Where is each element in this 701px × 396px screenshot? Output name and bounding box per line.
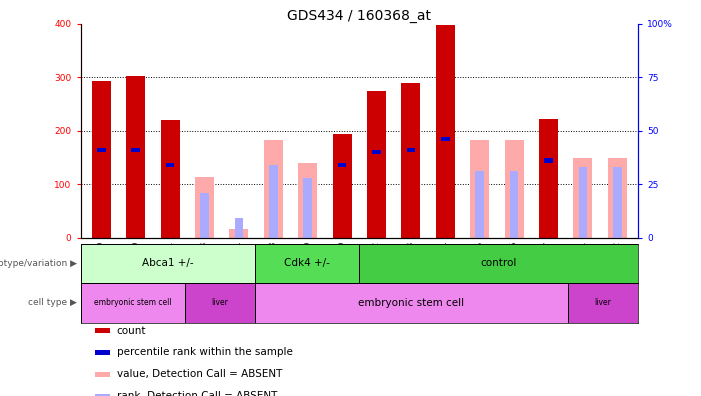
Bar [185,283,254,323]
Bar [264,140,283,238]
Bar [332,134,351,238]
Bar [304,178,312,238]
Text: value, Detection Call = ABSENT: value, Detection Call = ABSENT [116,369,282,379]
Bar [372,150,381,154]
Title: GDS434 / 160368_at: GDS434 / 160368_at [287,9,431,23]
Bar [92,82,111,238]
Bar [298,163,317,238]
Bar [510,171,518,238]
Text: Cdk4 +/-: Cdk4 +/- [284,258,330,268]
Bar [613,167,622,238]
Text: percentile rank within the sample: percentile rank within the sample [116,347,292,358]
Bar [97,148,106,152]
Bar [235,218,243,238]
Bar [539,119,558,238]
Bar [254,283,569,323]
Bar [505,140,524,238]
Bar [161,120,179,238]
Bar [81,244,254,283]
Bar [407,148,415,152]
Bar [573,158,592,238]
Bar [195,177,214,238]
Bar [470,140,489,238]
Text: liver: liver [594,299,611,307]
Bar [131,148,140,152]
Bar [229,228,248,238]
Bar [359,244,638,283]
Bar [126,76,145,238]
Text: genotype/variation ▶: genotype/variation ▶ [0,259,77,268]
Bar [269,165,278,238]
Bar [367,91,386,238]
Bar [338,163,346,167]
Bar [608,158,627,238]
Bar [165,163,175,167]
Text: liver: liver [212,299,229,307]
Bar [441,137,449,141]
Bar [81,283,185,323]
Bar [544,158,553,163]
Text: cell type ▶: cell type ▶ [28,299,77,307]
Bar [436,25,455,238]
Bar [200,193,209,238]
Bar [475,171,484,238]
Text: count: count [116,326,146,336]
Text: embryonic stem cell: embryonic stem cell [94,299,172,307]
Text: rank, Detection Call = ABSENT: rank, Detection Call = ABSENT [116,391,277,396]
Bar [578,167,587,238]
Text: control: control [480,258,517,268]
Bar [254,244,359,283]
Bar [402,82,421,238]
Bar [569,283,638,323]
Text: embryonic stem cell: embryonic stem cell [358,298,465,308]
Text: Abca1 +/-: Abca1 +/- [142,258,193,268]
